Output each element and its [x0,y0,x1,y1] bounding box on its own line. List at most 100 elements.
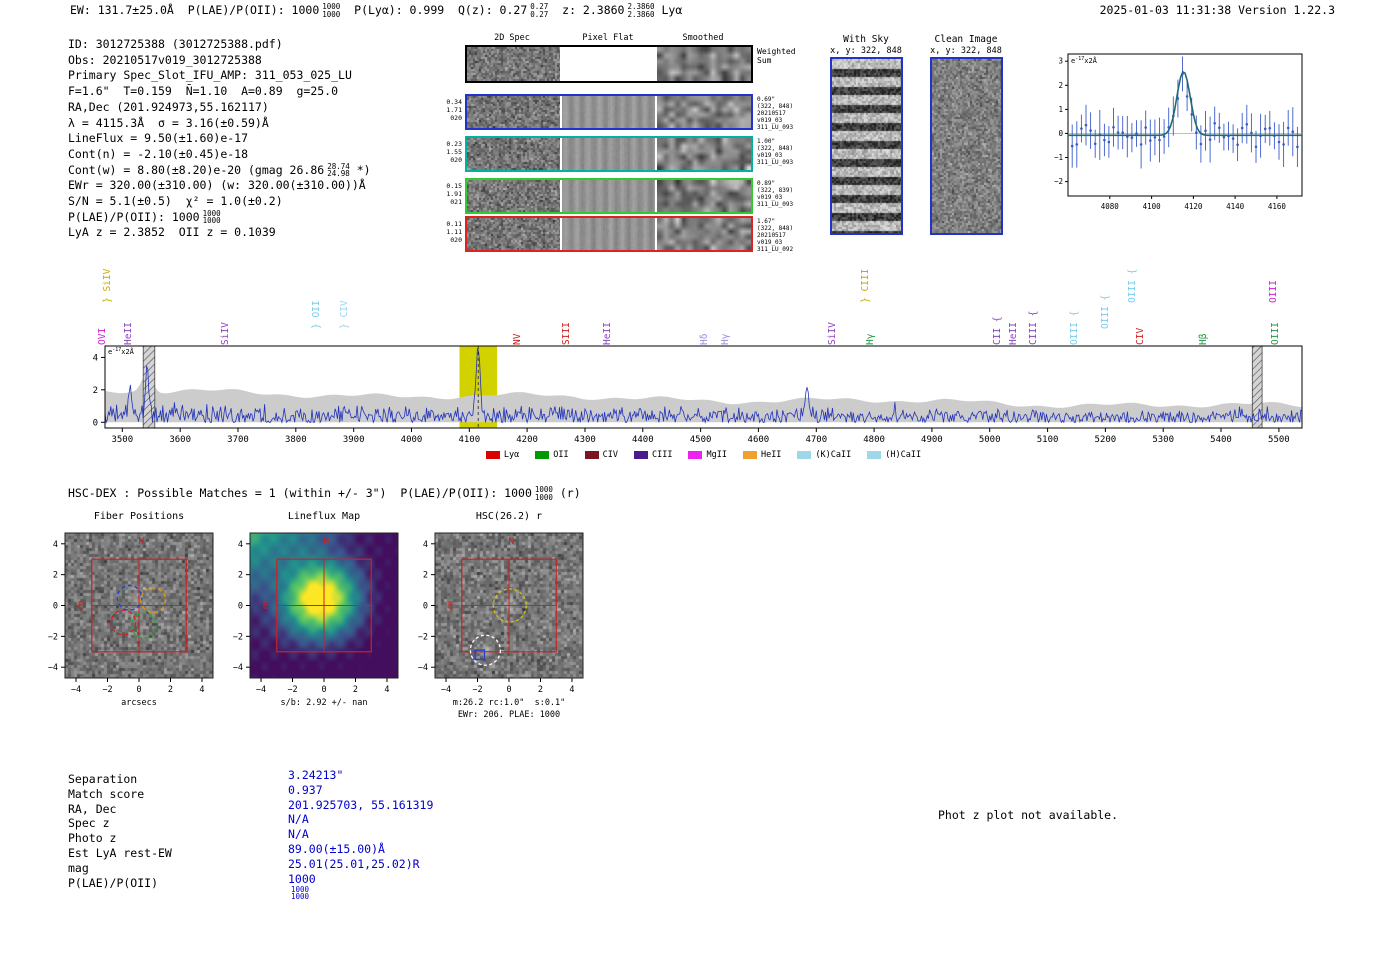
svg-text:3600: 3600 [169,435,191,445]
emission-line-label: OIII { [1127,268,1138,303]
spec2d-row-right-label: Weighted Sum [757,47,803,65]
svg-text:2: 2 [1058,81,1063,90]
panel-xlabel: arcsecs [121,698,157,708]
spec2d-left-line: 0.15 [446,182,462,190]
spec2d-right-line: 20210517 [757,110,786,117]
info-line: S/N = 5.1(±0.5) χ² = 1.0(±0.2) [68,194,371,210]
legend-label: MgII [706,450,727,460]
text-segment: Cont(n) = -2.10(±0.45)e-18 [68,146,249,161]
panel-xlabel2: EWr: 206. PLAE: 1000 [457,710,561,720]
spec2d-right-line: 1.00" [757,138,776,145]
svg-text:e-17x2Å: e-17x2Å [108,347,135,356]
spec2d-left-line: 0.23 [446,140,462,148]
svg-text:−2: −2 [472,685,482,695]
match-row-value: 201.925703, 55.161319 [288,798,433,812]
panel-title: Lineflux Map [287,511,361,522]
spec2d-right-line: Weighted [757,47,796,56]
svg-text:0: 0 [321,685,326,695]
spec2d-right-line: (322, 848) [757,225,794,232]
svg-text:2: 2 [53,571,58,581]
info-line: ID: 3012725388 (3012725388.pdf) [68,37,371,53]
legend-swatch [688,451,703,459]
match-row-value: 25.01(25.01,25.02)R [288,857,420,871]
text-segment: Cont(w) = 8.80(±8.20)e-20 (gmag 26.86 [68,162,325,177]
svg-text:3800: 3800 [285,435,307,445]
smoothed-image [657,180,751,212]
svg-text:4120: 4120 [1184,202,1203,211]
svg-text:4200: 4200 [516,435,538,445]
text-segment: LineFlux = 9.50(±1.60)e-17 [68,131,249,146]
fraction-top: 1000 [322,2,341,12]
match-row-label: P(LAE)/P(OII) [68,875,159,890]
smoothed-image [657,138,751,170]
with_sky-title: With Sky [843,34,889,45]
text-segment: Obs: 20210517v019_3012725388 [68,52,262,67]
spec2d-right-line: 311_LU_093 [757,159,794,166]
spec2d-left-line: 0.34 [446,98,462,106]
info-line: F=1.6" T=0.159 N̄=1.10 A=0.89 g=25.0 [68,84,371,100]
legend-swatch [485,451,500,459]
legend-label: HeII [760,450,782,460]
fraction-top: 0.27 [530,2,549,12]
stacked-fraction: 1000 1000 [202,209,221,225]
spec2d-row [465,136,753,172]
spec2d-row [465,216,753,252]
match-row-value: 1000 1000 1000 [288,872,316,901]
spec2d-right-line: 20210517 [757,232,786,239]
panel-title: Fiber Positions [93,511,185,522]
match-row-label: Photo z [68,831,117,846]
match-row-label: mag [68,860,89,875]
svg-text:5400: 5400 [1210,435,1232,445]
svg-text:e-17x2Å: e-17x2Å [1071,56,1098,65]
text-segment: N/A [288,812,309,827]
spec2d-row-right-label: 0.89" (322, 839) v019_03 311_LU_093 [757,180,803,208]
svg-text:−4: −4 [48,663,58,673]
with_sky-coords: x, y: 322, 848 [830,46,902,56]
match-table-row: Match score 0.937 [68,783,323,802]
panel-xlabel: s/b: 2.92 +/- nan [280,698,368,708]
svg-text:4: 4 [384,685,389,695]
text-segment: Lyα [654,3,683,17]
svg-text:−4: −4 [441,685,451,695]
match-row-value: N/A [288,812,309,826]
svg-text:0: 0 [136,685,141,695]
svg-text:4600: 4600 [748,435,770,445]
spec2d-left-line: 1.71 [446,106,462,114]
smoothed-image [657,218,751,250]
stacked-fraction: 2.3860 2.3860 [627,3,654,18]
pixel-flat-image [562,180,655,212]
match-table: Separation 3.24213" Match score 0.937 RA, De… [68,768,433,900]
svg-text:2: 2 [93,386,98,396]
fraction-top: 1000 [291,884,310,894]
spec2d-right-line: (322, 848) [757,103,794,110]
svg-text:4160: 4160 [1268,202,1287,211]
svg-text:3500: 3500 [111,435,133,445]
spec2d-image [467,180,560,212]
spec2d-right-line: 0.89" [757,180,776,187]
spec2d-left-line: 021 [450,198,462,206]
fraction-top: 1000 [202,209,221,219]
svg-text:5000: 5000 [979,435,1001,445]
legend-swatch [867,451,882,459]
match-row-value: 3.24213" [288,768,343,782]
svg-text:0: 0 [93,418,98,428]
svg-text:4400: 4400 [632,435,654,445]
pixel-flat-image [562,96,655,128]
svg-text:−2: −2 [1054,177,1063,186]
text-segment: Primary Spec_Slot_IFU_AMP: 311_053_025_L… [68,68,352,83]
spec2d-right-line: 0.69" [757,96,776,103]
spec2d-right-line: 311_LU_093 [757,124,794,131]
smoothed-image [657,96,751,128]
text-segment: 89.00(±15.00)Å [288,841,385,856]
spec2d-right-line: 311_LU_092 [757,246,794,253]
legend-swatch [797,451,812,459]
text-segment: 25.01(25.01,25.02)R [288,856,420,871]
legend-item: (K)CaII [797,450,851,460]
svg-text:4: 4 [93,353,98,363]
info-line: LyA z = 2.3852 OII z = 0.1039 [68,225,371,241]
info-line: Cont(w) = 8.80(±8.20)e-20 (gmag 26.86 28.… [68,163,371,179]
stacked-fraction: 0.27 0.27 [530,2,549,18]
emission-line-label: OIII { [1100,294,1111,329]
